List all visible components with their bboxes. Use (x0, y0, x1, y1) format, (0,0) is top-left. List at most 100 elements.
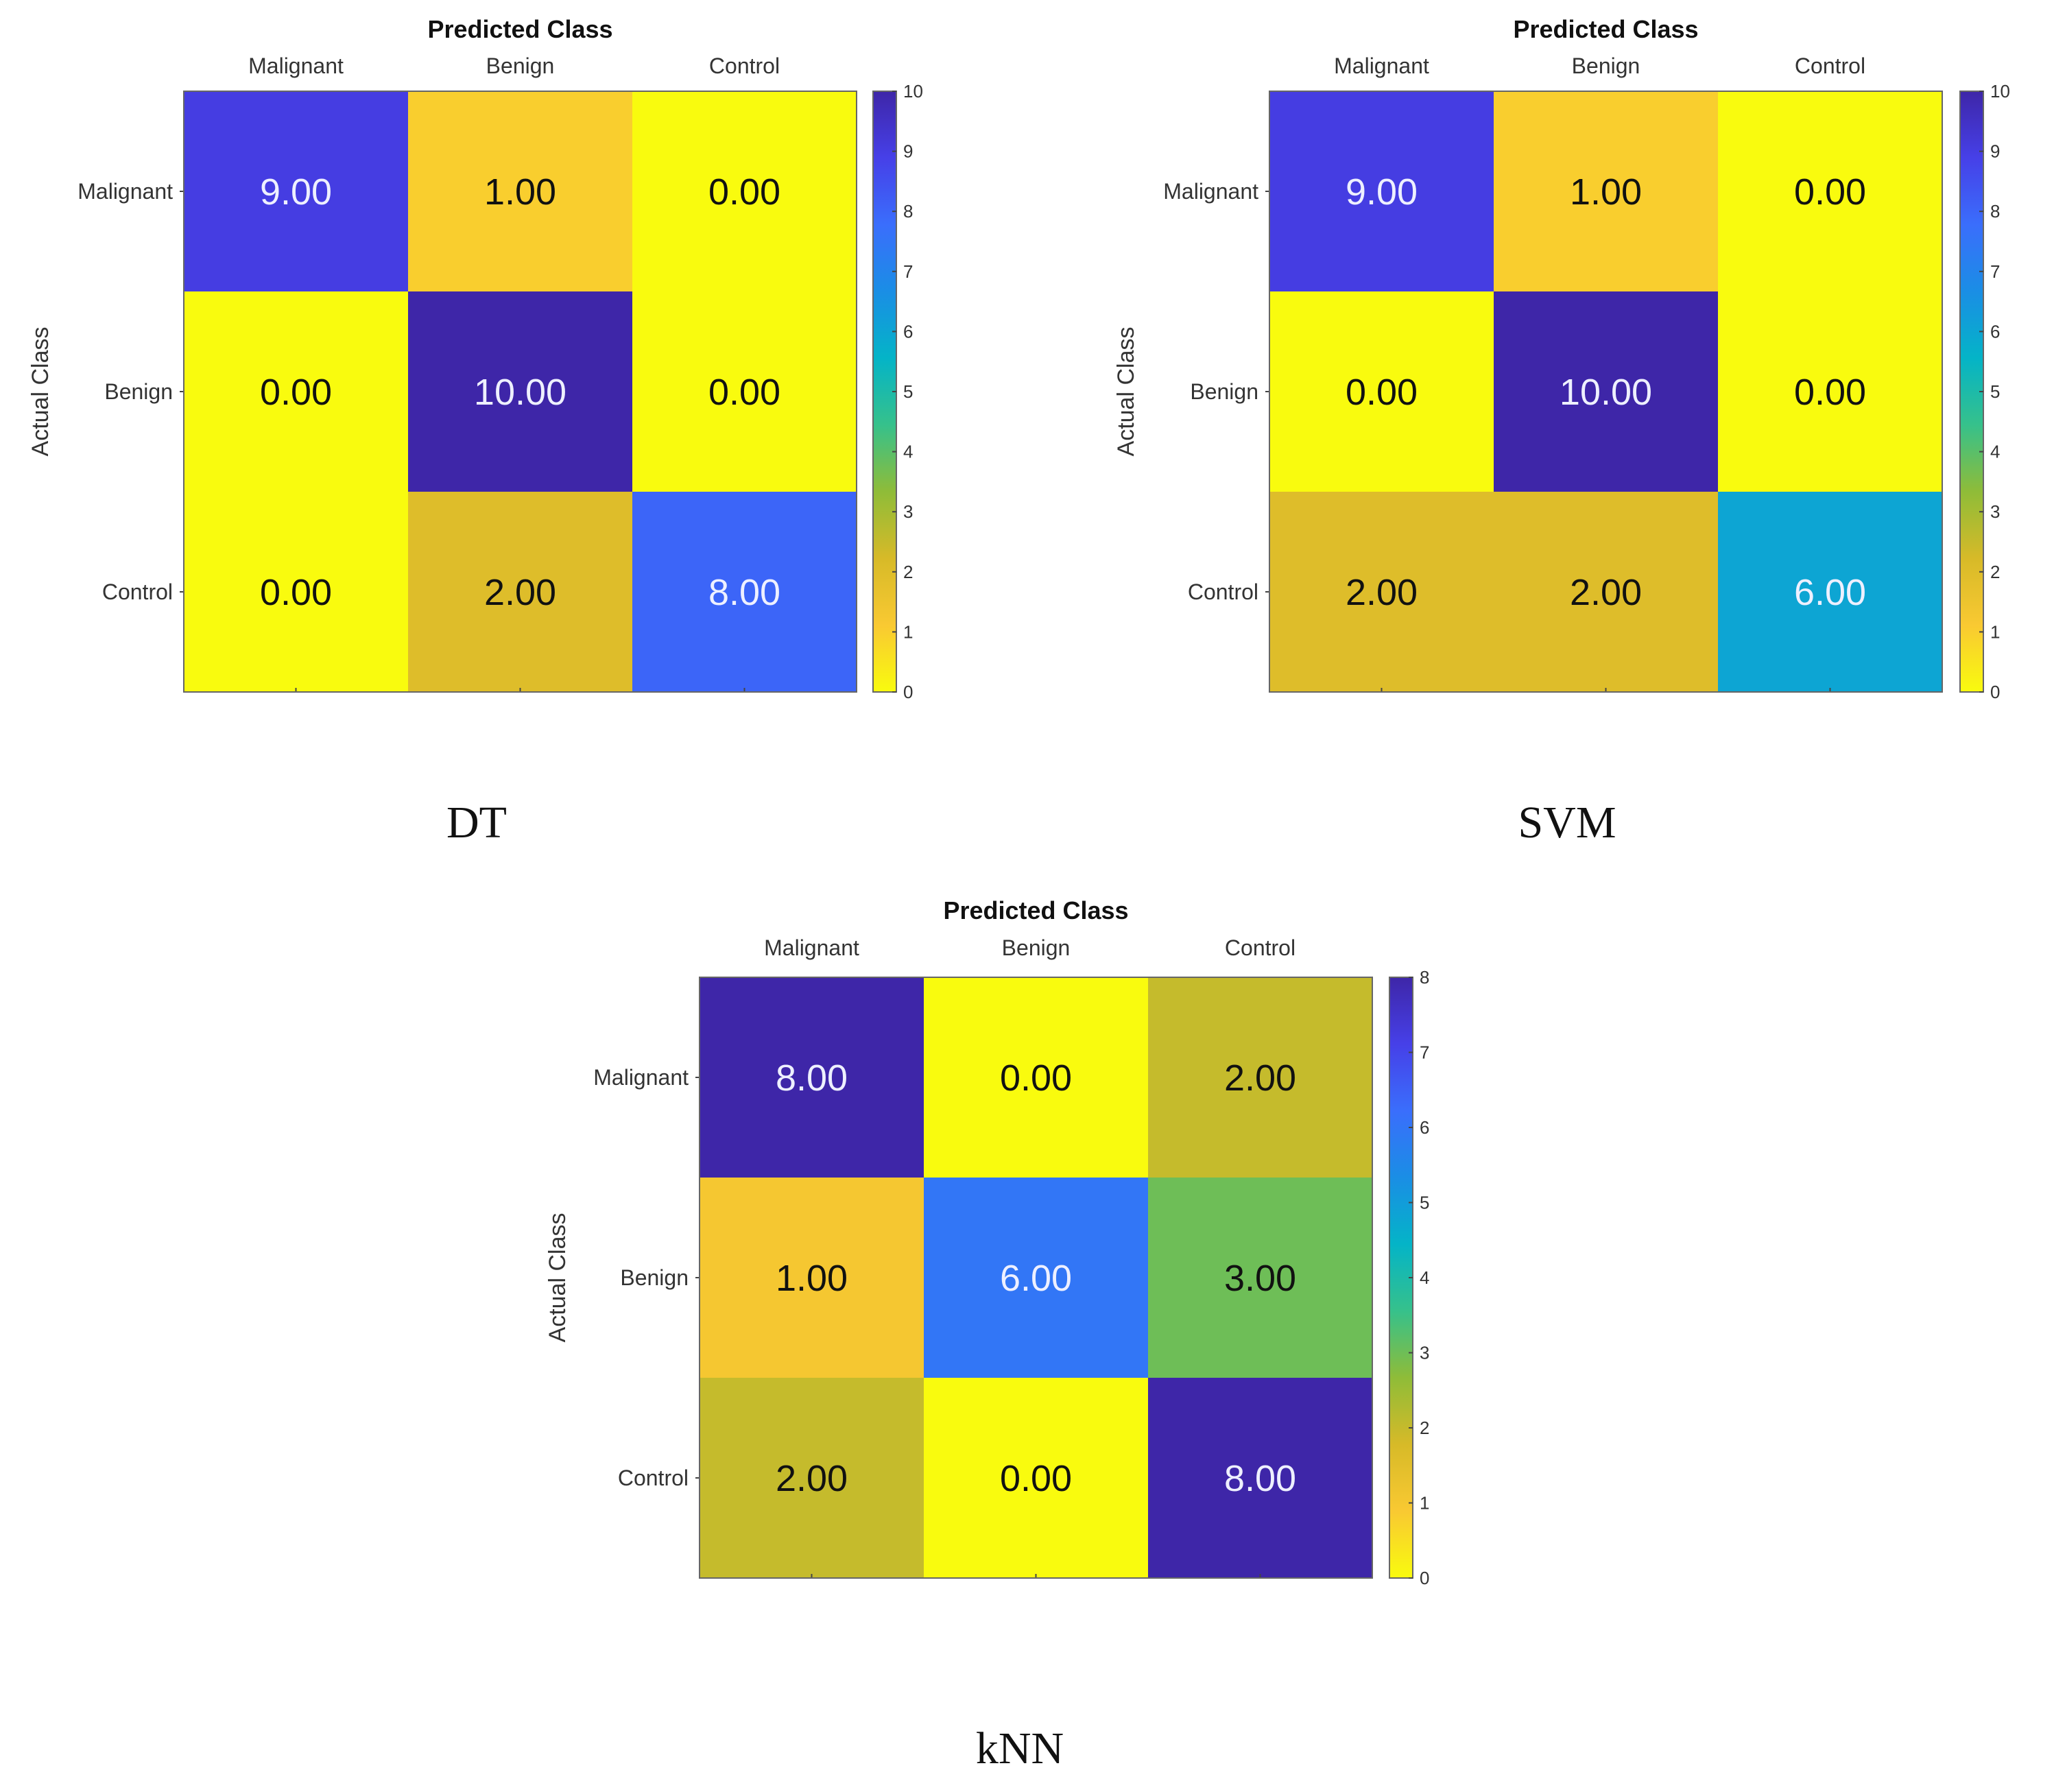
dt-col-label: Benign (486, 53, 555, 78)
svm-col-label: Malignant (1334, 53, 1429, 78)
svm-colorbar-tick-label: 0 (1990, 682, 2000, 702)
svm-colorbar-tick-label: 7 (1990, 261, 2000, 282)
dt-colorbar-tick-label: 3 (903, 501, 913, 522)
dt-colorbar-tick-label: 4 (903, 442, 913, 462)
dt-caption: DT (446, 798, 507, 848)
dt-cell (408, 291, 632, 492)
dt-cell-label: 2.00 (484, 572, 556, 613)
dt-colorbar-tick-label: 9 (903, 141, 913, 162)
svm-cell-label: 9.00 (1346, 171, 1418, 213)
dt-confusion-matrix: Predicted Class Malignant Benign Control Mal… (27, 15, 923, 702)
dt-cell (632, 492, 857, 692)
dt-cell (184, 291, 408, 492)
dt-colorbar-tick-label: 10 (903, 81, 923, 101)
svm-cell-label: 0.00 (1794, 171, 1866, 213)
svm-cell (1718, 91, 1942, 291)
dt-cell-label: 10.00 (474, 372, 566, 413)
knn-cell-label: 1.00 (776, 1258, 848, 1299)
knn-col-label: Benign (1002, 935, 1071, 960)
dt-cell (632, 291, 857, 492)
svm-row-label: Benign (1190, 379, 1258, 404)
svm-cell (1269, 291, 1494, 492)
dt-cell-label: 1.00 (484, 171, 556, 213)
svm-title: Predicted Class (1513, 15, 1698, 43)
dt-colorbar-tick-label: 1 (903, 621, 913, 642)
knn-colorbar-tick-label: 0 (1420, 1568, 1429, 1588)
svm-cell (1718, 492, 1942, 692)
knn-col-label: Control (1225, 935, 1295, 960)
knn-caption: kNN (975, 1723, 1064, 1773)
svm-colorbar-tick-label: 5 (1990, 381, 2000, 402)
svm-col-label: Control (1795, 53, 1865, 78)
svm-cell-label: 2.00 (1346, 572, 1418, 613)
svm-colorbar-tick-label: 10 (1990, 81, 2010, 101)
knn-cell (700, 1178, 924, 1378)
knn-col-label: Malignant (764, 935, 859, 960)
svm-colorbar-tick-label: 9 (1990, 141, 2000, 162)
svm-colorbar-tick-label: 8 (1990, 201, 2000, 222)
dt-colorbar-tick-label: 7 (903, 261, 913, 282)
svm-confusion-matrix: Predicted Class Malignant Benign Control Mal… (1113, 15, 2010, 702)
dt-row-label: Malignant (77, 179, 173, 204)
knn-cell (924, 977, 1148, 1178)
knn-cell (1148, 1178, 1372, 1378)
dt-row-label: Benign (104, 379, 173, 404)
knn-confusion-matrix: Predicted Class Malignant Benign Control Mal… (545, 896, 1429, 1588)
dt-col-label: Malignant (248, 53, 344, 78)
dt-cell (408, 492, 632, 692)
dt-colorbar-tick-label: 5 (903, 381, 913, 402)
knn-cell-label: 0.00 (1000, 1458, 1072, 1499)
knn-cell (1148, 977, 1372, 1178)
knn-colorbar-tick-label: 4 (1420, 1267, 1429, 1288)
knn-row-label: Benign (620, 1265, 689, 1290)
svm-cell (1494, 291, 1718, 492)
knn-cell-label: 8.00 (1224, 1458, 1296, 1499)
knn-colorbar-tick-label: 1 (1420, 1493, 1429, 1514)
knn-colorbar-tick-label: 7 (1420, 1042, 1429, 1063)
knn-ylabel: Actual Class (545, 1213, 571, 1343)
dt-colorbar-tick-label: 8 (903, 201, 913, 222)
knn-cell (700, 1378, 924, 1578)
dt-colorbar-tick-label: 0 (903, 682, 913, 702)
svm-cell (1494, 492, 1718, 692)
knn-cell (924, 1178, 1148, 1378)
knn-colorbar-tick-label: 8 (1420, 967, 1429, 988)
svm-caption: SVM (1518, 798, 1616, 848)
knn-cell (924, 1378, 1148, 1578)
svm-colorbar-tick-label: 3 (1990, 501, 2000, 522)
knn-cell-label: 2.00 (776, 1458, 848, 1499)
svm-colorbar-tick-label: 2 (1990, 562, 2000, 582)
knn-cell-label: 6.00 (1000, 1258, 1072, 1299)
knn-cell (700, 977, 924, 1178)
svm-cell-label: 10.00 (1560, 372, 1652, 413)
knn-cell-label: 2.00 (1224, 1058, 1296, 1099)
dt-col-label: Control (709, 53, 780, 78)
svm-cell-label: 0.00 (1346, 372, 1418, 413)
dt-cell-label: 0.00 (260, 372, 332, 413)
svm-cell-label: 1.00 (1570, 171, 1642, 213)
knn-cell-label: 3.00 (1224, 1258, 1296, 1299)
svm-cell (1718, 291, 1942, 492)
knn-grid-frame (699, 977, 1373, 1579)
dt-grid-frame (183, 91, 857, 693)
dt-colorbar-tick-label: 2 (903, 562, 913, 582)
dt-cell (184, 492, 408, 692)
svm-cell-label: 0.00 (1794, 372, 1866, 413)
knn-colorbar-tick-label: 6 (1420, 1117, 1429, 1138)
dt-row-label: Control (102, 580, 173, 604)
knn-row-label: Control (618, 1466, 689, 1490)
svm-row-label: Control (1188, 580, 1258, 604)
knn-colorbar-tick-label: 5 (1420, 1193, 1429, 1213)
knn-cell (1148, 1378, 1372, 1578)
svm-row-label: Malignant (1163, 179, 1258, 204)
dt-cell (632, 91, 857, 291)
dt-colorbar-tick-label: 6 (903, 321, 913, 342)
dt-cell-label: 9.00 (260, 171, 332, 213)
dt-cell-label: 0.00 (260, 572, 332, 613)
dt-cell (184, 91, 408, 291)
dt-cell-label: 0.00 (708, 372, 780, 413)
svm-cell (1269, 91, 1494, 291)
dt-title: Predicted Class (427, 15, 612, 43)
knn-cell-label: 8.00 (776, 1058, 848, 1099)
